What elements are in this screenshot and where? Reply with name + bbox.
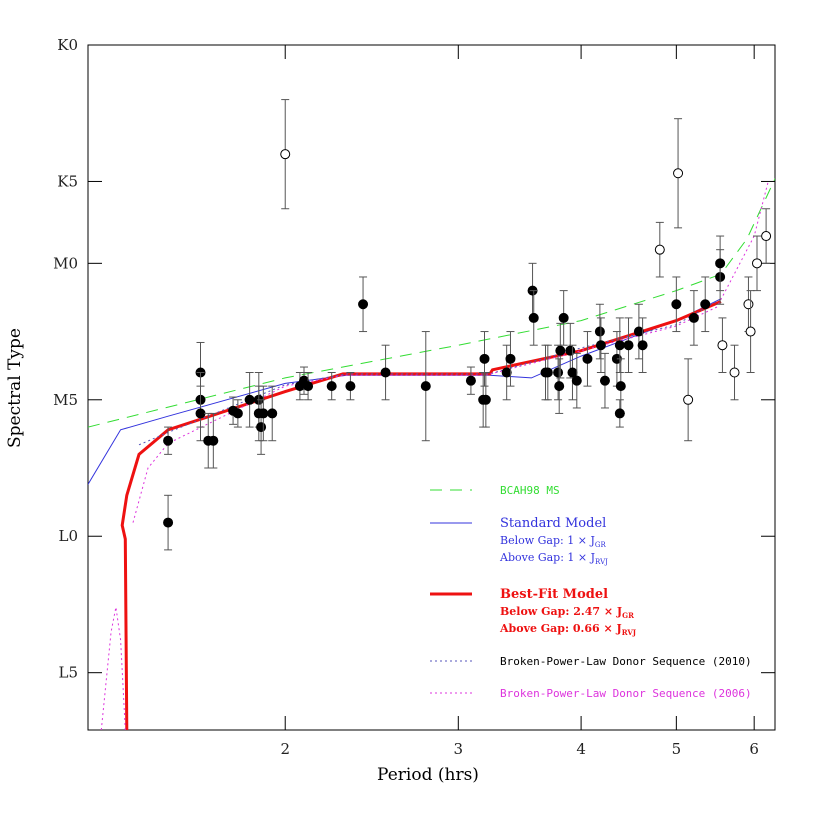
legend-note: Above Gap: 1 × JRVJ	[499, 551, 608, 566]
open-point	[683, 394, 694, 405]
legend-note-text: Above Gap: 0.66 × J	[499, 622, 622, 635]
x-axis-label: Period (hrs)	[377, 765, 479, 785]
point	[465, 375, 476, 386]
point	[303, 381, 314, 392]
point	[326, 381, 337, 392]
point	[558, 312, 569, 323]
point	[267, 408, 278, 419]
point	[542, 367, 553, 378]
y-tick-label: K0	[57, 36, 78, 54]
legend-note: Above Gap: 0.66 × JRVJ	[499, 622, 637, 637]
point	[258, 408, 269, 419]
point	[195, 408, 206, 419]
point	[479, 353, 490, 364]
point	[614, 408, 625, 419]
plot-area	[88, 99, 775, 730]
point	[555, 345, 566, 356]
x-tick-label: 6	[749, 740, 759, 758]
point	[163, 517, 174, 528]
x-tick-label: 5	[672, 740, 682, 758]
point	[256, 422, 267, 433]
series-line	[100, 181, 769, 730]
point	[633, 326, 644, 337]
plot-frame	[87, 44, 776, 731]
y-tick-label: M5	[53, 391, 78, 409]
open-point	[752, 258, 763, 269]
legend-note-sub: GR	[595, 541, 607, 549]
open-point	[654, 244, 665, 255]
series-line	[88, 178, 775, 428]
y-tick-label: M0	[53, 254, 78, 272]
point	[380, 367, 391, 378]
point	[637, 340, 648, 351]
point	[567, 367, 578, 378]
point	[345, 381, 356, 392]
point	[571, 375, 582, 386]
point	[623, 340, 634, 351]
point	[553, 367, 564, 378]
point	[501, 367, 512, 378]
legend-note-text: Above Gap: 1 × J	[499, 551, 595, 564]
point	[615, 381, 626, 392]
series-line	[120, 300, 722, 730]
open-point	[745, 326, 756, 337]
legend-note-sub: RVJ	[595, 558, 608, 566]
legend-note-text: Below Gap: 2.47 × J	[500, 605, 622, 618]
point	[163, 435, 174, 446]
point	[505, 353, 516, 364]
point	[594, 326, 605, 337]
legend-label: BCAH98 MS	[500, 484, 560, 497]
legend-note: Below Gap: 2.47 × JGR	[500, 605, 634, 620]
point	[614, 340, 625, 351]
open-point	[729, 367, 740, 378]
point	[208, 435, 219, 446]
point	[688, 312, 699, 323]
legend-label: Broken-Power-Law Donor Sequence (2006)	[500, 687, 752, 700]
point	[582, 353, 593, 364]
series-line	[138, 298, 722, 446]
point	[244, 394, 255, 405]
open-point	[673, 168, 684, 179]
point	[599, 375, 610, 386]
legend-note-sub: GR	[622, 611, 634, 620]
legend-label: Standard Model	[500, 516, 606, 531]
open-point	[743, 299, 754, 310]
x-tick-label: 3	[454, 740, 464, 758]
point	[715, 258, 726, 269]
x-tick-label: 4	[576, 740, 586, 758]
legend-label: Best-Fit Model	[500, 587, 608, 602]
legend-note: Below Gap: 1 × JGR	[500, 534, 606, 549]
open-point	[280, 149, 291, 160]
open-point	[717, 340, 728, 351]
point	[700, 299, 711, 310]
series-line	[88, 298, 722, 485]
point	[595, 340, 606, 351]
x-tick-label: 2	[280, 740, 290, 758]
point	[232, 408, 243, 419]
point	[480, 394, 491, 405]
y-tick-label: K5	[57, 172, 78, 190]
legend-note-sub: RVJ	[622, 628, 637, 637]
legend-label: Broken-Power-Law Donor Sequence (2010)	[500, 655, 752, 668]
y-tick-label: L0	[58, 527, 78, 545]
legend-note-text: Below Gap: 1 × J	[500, 534, 595, 547]
point	[528, 312, 539, 323]
y-axis-label: Spectral Type	[5, 328, 25, 448]
y-tick-label: L5	[58, 664, 78, 682]
open-point	[761, 231, 772, 242]
point	[671, 299, 682, 310]
point	[420, 381, 431, 392]
point	[358, 299, 369, 310]
point	[554, 381, 565, 392]
